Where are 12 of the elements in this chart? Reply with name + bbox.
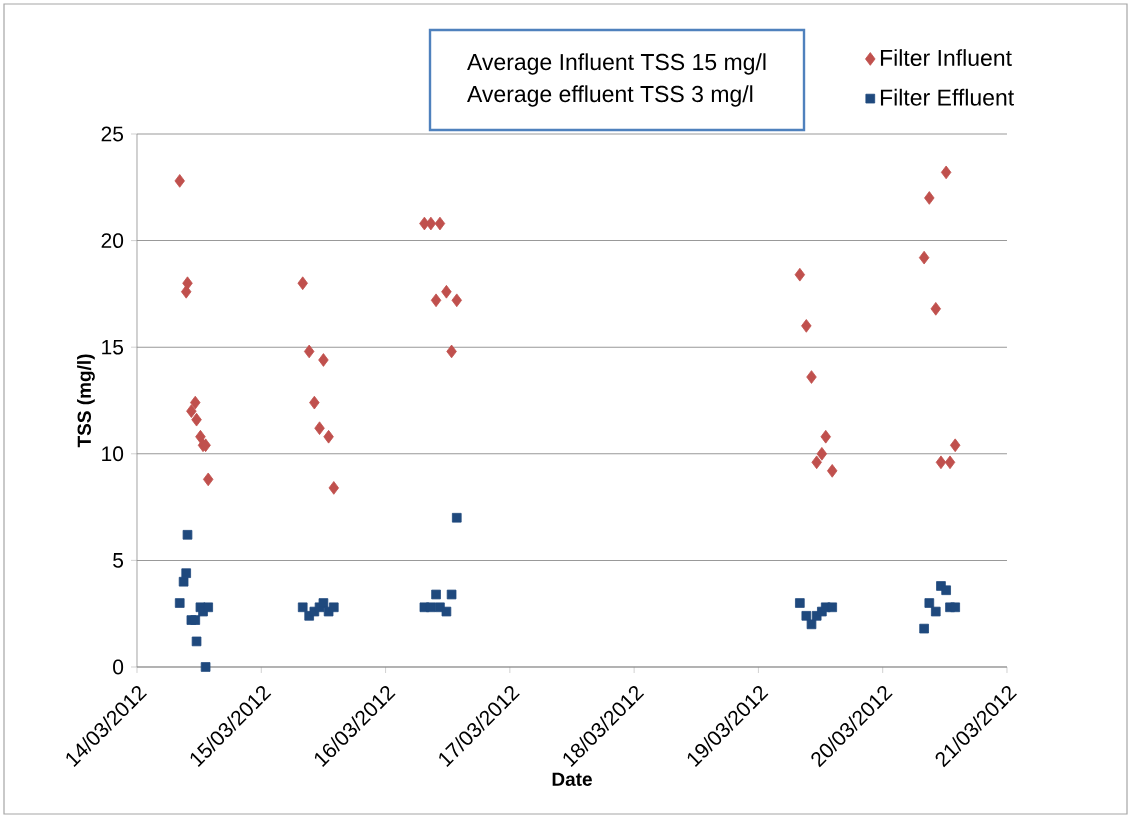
text: Average effluent TSS 3 mg/l xyxy=(467,85,753,107)
x-axis-title: Date xyxy=(552,772,592,786)
y-tick-label: 10 xyxy=(102,446,124,462)
text: Average Influent TSS 15 mg/l xyxy=(467,53,766,75)
y-tick-label: 5 xyxy=(113,553,124,568)
y-axis-title: TSS (mg/l) xyxy=(77,354,95,448)
y-tick-label: 25 xyxy=(101,126,124,142)
legend-label: Filter Effluent xyxy=(880,88,1014,106)
y-tick-label: 20 xyxy=(101,233,124,249)
y-tick-label: 15 xyxy=(102,339,124,355)
y-tick-label: 0 xyxy=(113,659,124,675)
legend-label: Filter Influent xyxy=(880,49,1012,66)
